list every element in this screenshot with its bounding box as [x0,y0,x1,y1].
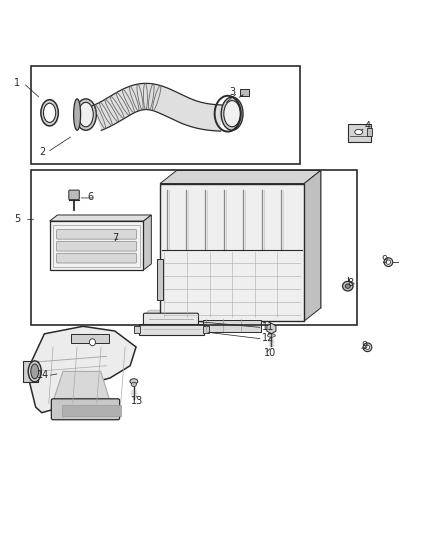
Bar [71,335,109,343]
Ellipse shape [74,99,81,130]
Ellipse shape [31,364,39,379]
Polygon shape [49,215,151,221]
Polygon shape [145,310,201,314]
Text: 11: 11 [262,322,274,332]
Ellipse shape [41,100,58,126]
Ellipse shape [28,361,41,382]
FancyBboxPatch shape [57,230,137,239]
Text: 2: 2 [39,147,45,157]
FancyBboxPatch shape [57,253,137,263]
Bar [203,326,208,333]
Bar [240,89,249,96]
FancyBboxPatch shape [57,241,137,251]
Bar [49,221,144,270]
Ellipse shape [384,258,393,266]
Text: 9: 9 [361,341,367,351]
FancyBboxPatch shape [144,313,198,326]
Ellipse shape [89,339,95,346]
Polygon shape [27,326,136,413]
Text: 13: 13 [131,396,144,406]
Ellipse shape [43,103,56,123]
Ellipse shape [78,102,93,127]
Polygon shape [177,171,321,308]
Polygon shape [144,215,151,270]
Ellipse shape [355,130,363,135]
Text: 8: 8 [347,278,353,288]
Ellipse shape [131,382,137,386]
Bar [22,361,38,382]
Bar [134,326,140,333]
Ellipse shape [268,334,276,337]
Polygon shape [197,310,201,324]
Text: 10: 10 [265,348,277,358]
Bar [367,128,372,136]
Polygon shape [304,171,321,321]
Text: 5: 5 [14,214,21,224]
Ellipse shape [363,343,372,352]
Bar [156,259,163,301]
FancyBboxPatch shape [69,190,79,200]
Text: 4: 4 [364,121,371,131]
Text: 9: 9 [382,255,388,264]
Ellipse shape [345,284,350,288]
Text: 12: 12 [262,333,274,343]
Bar [31,66,300,164]
Text: 6: 6 [87,192,93,201]
Bar [53,224,140,266]
Polygon shape [53,372,110,401]
Ellipse shape [75,99,96,130]
Ellipse shape [224,101,240,127]
Bar [203,320,261,332]
Text: 7: 7 [113,233,119,243]
Ellipse shape [386,260,391,264]
Polygon shape [92,83,222,131]
Ellipse shape [365,345,370,350]
FancyBboxPatch shape [51,399,120,420]
Text: 14: 14 [36,370,49,380]
Bar [31,171,357,326]
Text: 1: 1 [14,78,20,88]
Bar [160,183,304,321]
Polygon shape [160,171,321,183]
FancyBboxPatch shape [348,124,371,142]
Bar [139,324,204,335]
Text: 3: 3 [229,87,235,97]
Ellipse shape [343,281,353,291]
Ellipse shape [130,379,138,384]
Ellipse shape [221,97,243,130]
Bar [62,405,121,416]
